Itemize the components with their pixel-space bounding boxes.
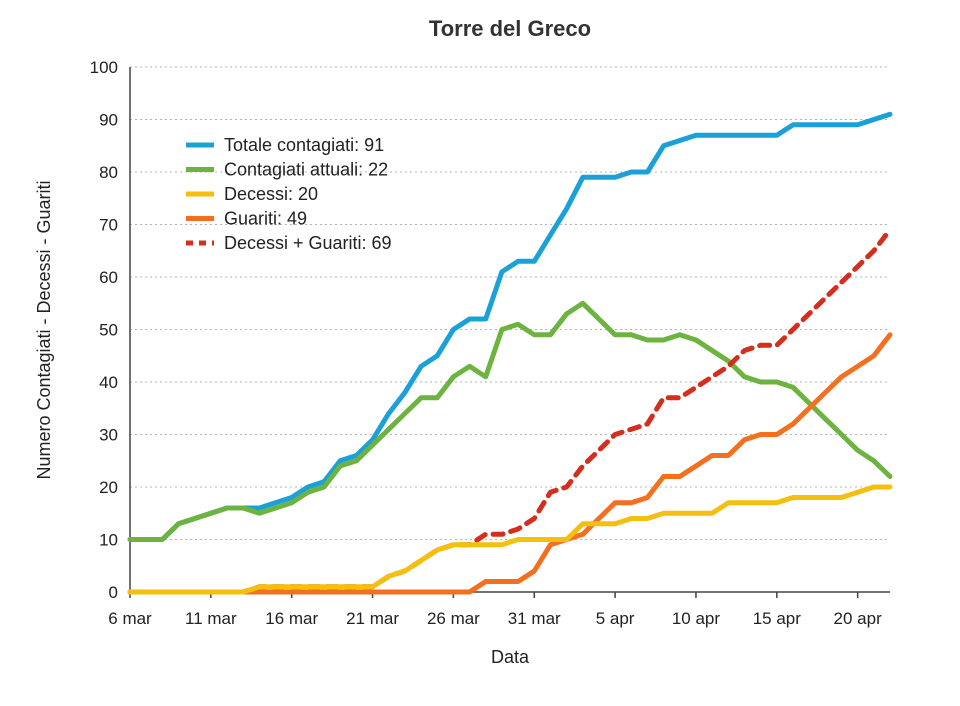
x-tick-label: 5 apr <box>596 609 635 628</box>
y-tick-label: 70 <box>99 216 118 235</box>
x-tick-label: 21 mar <box>346 609 399 628</box>
x-axis-label: Data <box>491 647 530 667</box>
legend-label-1: Totale contagiati: 91 <box>224 135 384 155</box>
series-line-2 <box>127 300 893 542</box>
legend-label-5: Decessi + Guariti: 69 <box>224 233 392 253</box>
y-tick-label: 0 <box>109 583 118 602</box>
y-tick-label: 40 <box>99 373 118 392</box>
legend-label-3: Decessi: 20 <box>224 184 318 204</box>
y-tick-label: 30 <box>99 426 118 445</box>
y-tick-label: 20 <box>99 478 118 497</box>
x-tick-label: 20 apr <box>834 609 883 628</box>
y-tick-label: 80 <box>99 163 118 182</box>
x-tick-label: 10 apr <box>672 609 721 628</box>
series-line-5 <box>127 227 893 595</box>
y-tick-label: 90 <box>99 111 118 130</box>
y-tick-labels: 0 10 20 30 40 50 60 70 80 90 100 <box>90 58 118 602</box>
x-tick-label: 15 apr <box>753 609 802 628</box>
legend-label-4: Guariti: 49 <box>224 209 307 229</box>
x-tick-label: 6 mar <box>108 609 152 628</box>
chart-title: Torre del Greco <box>429 16 591 41</box>
y-tick-label: 50 <box>99 321 118 340</box>
y-tick-label: 100 <box>90 58 118 77</box>
series-lines <box>127 111 893 595</box>
legend: Totale contagiati: 91 Contagiati attuali:… <box>186 135 392 253</box>
x-tick-label: 11 mar <box>185 609 237 628</box>
x-tick-label: 26 mar <box>427 609 480 628</box>
y-tick-label: 60 <box>99 268 118 287</box>
legend-label-2: Contagiati attuali: 22 <box>224 160 388 180</box>
y-tick-label: 10 <box>99 531 118 550</box>
x-tick-labels: 6 mar 11 mar 16 mar 21 mar 26 mar 31 mar 5 apr… <box>108 609 882 628</box>
series-line-4 <box>127 332 893 595</box>
x-tick-label: 31 mar <box>508 609 561 628</box>
x-tick-label: 16 mar <box>265 609 318 628</box>
series-line-1 <box>127 111 893 542</box>
series-line-3 <box>127 484 893 595</box>
y-axis-label: Numero Contagiati - Decessi - Guariti <box>34 180 54 479</box>
